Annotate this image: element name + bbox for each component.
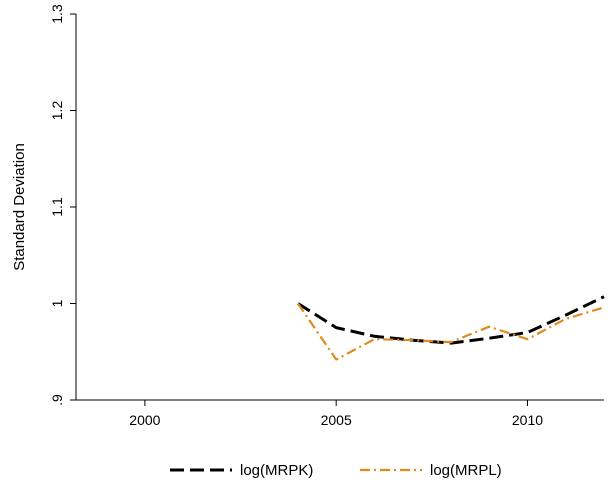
x-tick-label: 2010 (512, 412, 543, 428)
y-axis-title: Standard Deviation (11, 143, 28, 271)
tick-labels: .9 1 1.1 1.2 1.3 2000 2005 2010 (49, 4, 543, 428)
y-tick-label: 1 (49, 299, 65, 307)
series-line-log-mrpl (296, 302, 605, 361)
axes (70, 13, 604, 406)
y-tick-label: 1.2 (49, 101, 65, 121)
legend-label: log(MRPL) (430, 462, 502, 479)
y-tick-label: .9 (49, 394, 65, 406)
series-lines (296, 295, 605, 361)
y-tick-label: 1.1 (49, 197, 65, 217)
x-tick-label: 2005 (321, 412, 352, 428)
series-line-log-mrpk (297, 295, 605, 345)
y-tick-label: 1.3 (49, 4, 65, 24)
legend-label: log(MRPK) (240, 462, 313, 479)
x-tick-label: 2000 (129, 412, 160, 428)
legend: log(MRPK) log(MRPL) (170, 462, 502, 479)
